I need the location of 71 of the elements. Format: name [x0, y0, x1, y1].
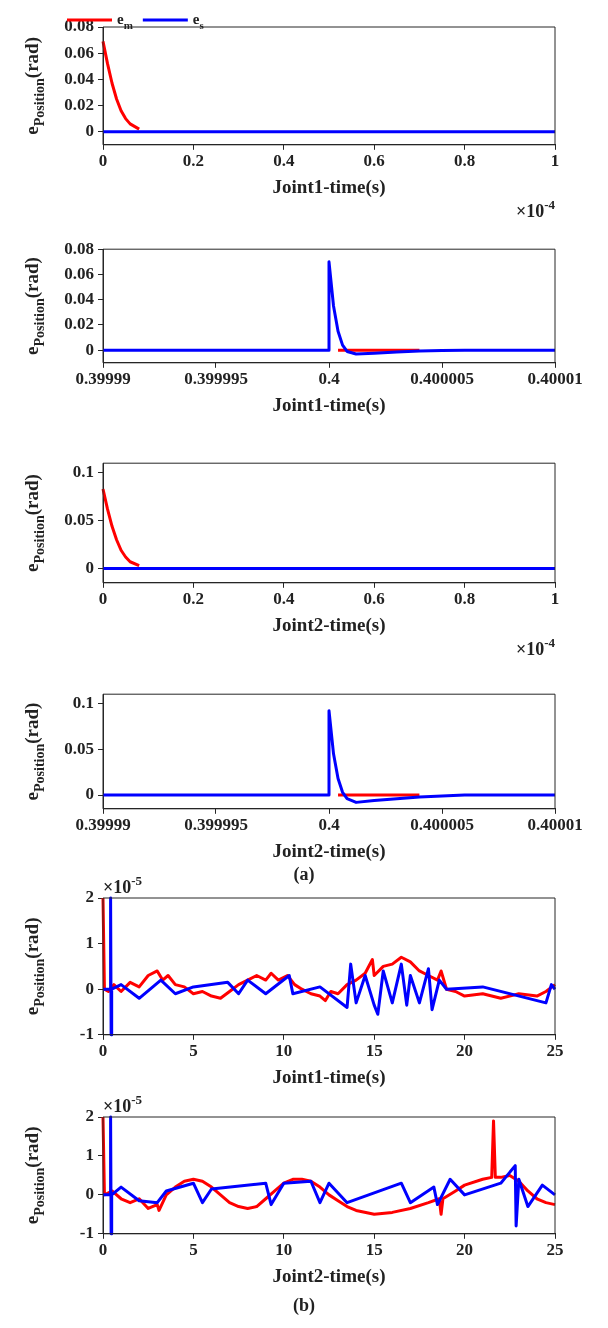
x-tick-label: 1 [550, 589, 560, 609]
y-tick-label: 0.02 [64, 94, 94, 114]
x-axis-title: Joint1-time(s) [272, 175, 386, 198]
x-tick-label: 0.8 [453, 589, 476, 609]
y-tick-label: 0.05 [64, 510, 94, 529]
x-tick-label: 0.39999 [75, 815, 131, 835]
x-tick-label: 0.4 [273, 151, 295, 171]
y-tick-label: 0 [85, 121, 94, 141]
x-tick-label: 0.2 [182, 589, 205, 609]
x-axis-title: Joint2-time(s) [272, 613, 386, 636]
y-tick-label: 0 [85, 784, 94, 804]
text: (b) [293, 1295, 316, 1316]
x-tick-label: 0.40001 [527, 815, 583, 835]
x-tick-label: 10 [275, 1240, 293, 1260]
x-tick-label: 0.39999 [75, 369, 131, 389]
y-tick-label: 0 [85, 1184, 94, 1204]
x-tick-label: 0.40001 [527, 369, 583, 389]
text: (a) [293, 864, 315, 885]
x-tick-label: 15 [365, 1240, 383, 1260]
x-tick-label: 0 [98, 589, 108, 609]
x-tick-label: 0.2 [182, 151, 205, 171]
x-tick-label: 5 [189, 1240, 198, 1260]
x-tick-label: 20 [456, 1240, 474, 1260]
y-tick-label: 0.04 [64, 68, 95, 88]
y-tick-label: 0.06 [64, 42, 94, 62]
x-tick-label: 0.399995 [184, 369, 248, 389]
y-axis-title: ePosition(rad) [21, 917, 47, 1016]
y-tick-label: 0.02 [64, 314, 94, 334]
x-tick-label: 5 [189, 1041, 198, 1061]
y-tick-label: 0 [85, 339, 94, 359]
x-tick-label: 0.6 [363, 589, 385, 609]
y-tick-label: 0.06 [64, 263, 94, 283]
x-tick-label: 0 [98, 151, 108, 171]
y-tick-label: 0.1 [72, 462, 94, 482]
x-axis-title: Joint2-time(s) [272, 1264, 386, 1287]
x-tick-label: 20 [456, 1041, 474, 1061]
x-tick-label: 0.400005 [410, 815, 474, 835]
x-axis-title: Joint1-time(s) [272, 1065, 386, 1088]
y-axis-title: ePosition(rad) [21, 1126, 47, 1225]
x-tick-label: 10 [275, 1041, 293, 1061]
y-axis-title: ePosition(rad) [21, 474, 47, 572]
x-tick-label: 15 [365, 1041, 383, 1061]
x-axis-title: Joint1-time(s) [272, 393, 386, 416]
x-tick-label: 0.4 [318, 815, 341, 835]
x-tick-label: 0 [98, 1041, 108, 1061]
y-tick-label: 0 [85, 978, 94, 998]
y-tick-label: 0 [85, 557, 94, 577]
y-axis-title: ePosition(rad) [21, 36, 47, 135]
y-tick-label: 2 [85, 887, 94, 907]
y-tick-label: 1 [85, 932, 94, 952]
x-tick-label: 0.400005 [410, 369, 474, 389]
x-tick-label: 1 [550, 151, 560, 171]
x-tick-label: 25 [546, 1240, 564, 1260]
x-tick-label: 0.4 [273, 589, 295, 609]
y-tick-label: 2 [85, 1106, 94, 1126]
y-axis-title: ePosition(rad) [21, 702, 47, 801]
x-tick-label: 0 [98, 1240, 108, 1260]
y-tick-label: -1 [79, 1024, 94, 1044]
x-axis-title: Joint2-time(s) [272, 839, 386, 862]
x-tick-label: 0.4 [318, 369, 341, 389]
y-tick-label: 0.05 [64, 738, 94, 758]
y-tick-label: 0.08 [64, 238, 94, 258]
x-tick-label: 0.6 [363, 151, 385, 171]
x-tick-label: 0.399995 [184, 815, 248, 835]
y-tick-label: 0.04 [64, 289, 95, 309]
y-tick-label: 0.1 [72, 692, 94, 712]
y-tick-label: -1 [79, 1223, 94, 1243]
y-axis-title: ePosition(rad) [21, 257, 47, 355]
x-tick-label: 25 [546, 1041, 564, 1061]
x-tick-label: 0.8 [453, 151, 476, 171]
y-tick-label: 1 [85, 1145, 94, 1165]
